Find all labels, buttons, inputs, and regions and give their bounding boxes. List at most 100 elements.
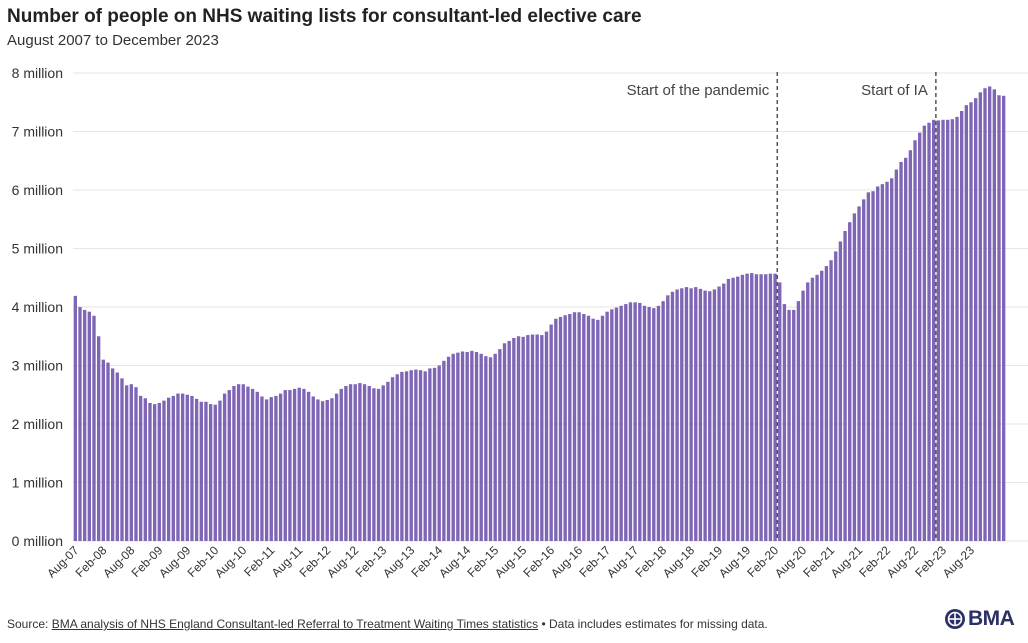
bar xyxy=(521,336,525,541)
bar xyxy=(983,88,987,542)
bar xyxy=(829,260,833,541)
bar xyxy=(274,395,278,541)
bar xyxy=(428,368,432,541)
bar xyxy=(992,89,997,541)
bar xyxy=(1001,95,1006,541)
bar xyxy=(754,274,759,541)
bar xyxy=(236,384,241,541)
bar xyxy=(381,385,385,541)
bar xyxy=(227,390,231,541)
bar xyxy=(488,357,493,541)
bar xyxy=(185,394,189,541)
bar xyxy=(87,311,92,541)
source-note: • Data includes estimates for missing da… xyxy=(538,617,768,631)
bar xyxy=(647,307,651,541)
source-link[interactable]: BMA analysis of NHS England Consultant-l… xyxy=(51,617,539,631)
bar xyxy=(208,404,213,541)
bar xyxy=(330,398,334,541)
bar xyxy=(908,150,913,541)
bar xyxy=(731,277,735,541)
bar xyxy=(666,295,670,541)
bar xyxy=(899,161,903,542)
y-tick-label: 6 million xyxy=(12,182,63,198)
bar xyxy=(101,359,105,541)
bar xyxy=(871,191,875,542)
bar xyxy=(586,315,591,541)
bar xyxy=(129,384,133,541)
bar xyxy=(474,352,479,541)
bar xyxy=(106,362,110,541)
bar xyxy=(110,368,115,541)
bar xyxy=(194,398,199,541)
bar xyxy=(815,274,819,541)
bar xyxy=(960,111,964,541)
bar xyxy=(605,311,609,541)
bar xyxy=(736,276,740,541)
bar xyxy=(927,122,931,541)
bar xyxy=(418,370,423,541)
bar xyxy=(414,369,418,541)
bar xyxy=(675,289,679,541)
y-tick-label: 4 million xyxy=(12,299,63,315)
annotation-label: Start of IA xyxy=(861,82,928,99)
bar xyxy=(572,312,577,541)
bar xyxy=(558,316,563,541)
bar xyxy=(866,192,871,541)
bar xyxy=(820,270,824,541)
bar xyxy=(554,318,558,541)
bar xyxy=(563,315,567,541)
bar xyxy=(96,336,101,541)
bar xyxy=(950,119,955,542)
bar xyxy=(325,400,329,541)
annotations: Start of the pandemic Start of IA xyxy=(627,72,937,541)
bar xyxy=(222,393,227,541)
annotation-label: Start of the pandemic xyxy=(627,82,770,99)
bar xyxy=(152,404,157,541)
bar xyxy=(759,274,763,541)
bar xyxy=(470,350,474,542)
bar xyxy=(372,388,376,541)
bar xyxy=(987,86,992,542)
bar xyxy=(465,352,469,541)
bar xyxy=(269,397,273,541)
bar xyxy=(782,304,787,541)
bar xyxy=(918,132,922,542)
bar xyxy=(138,395,143,541)
bar xyxy=(306,391,311,541)
bar-chart: 0 million 1 million 2 million 3 million 4 mi… xyxy=(12,65,1028,580)
bar xyxy=(997,95,1001,541)
bar xyxy=(362,384,367,541)
bar xyxy=(507,340,511,541)
bar xyxy=(334,393,339,541)
bar xyxy=(619,305,623,541)
bar xyxy=(740,274,745,541)
bar xyxy=(862,199,866,542)
bar xyxy=(703,290,707,541)
bar xyxy=(717,286,721,541)
bar xyxy=(395,374,399,541)
bar xyxy=(885,181,889,541)
bar xyxy=(801,290,805,541)
bma-logo-text: BMA xyxy=(968,607,1015,630)
bar xyxy=(432,367,437,541)
bar xyxy=(292,388,297,541)
bar xyxy=(852,213,857,541)
bar xyxy=(124,385,129,541)
bar xyxy=(913,140,917,541)
bar xyxy=(176,393,180,541)
bar xyxy=(260,396,264,541)
bar xyxy=(348,384,353,541)
bar xyxy=(297,387,301,541)
bar xyxy=(78,307,82,541)
bar xyxy=(670,291,675,541)
bar xyxy=(204,401,208,541)
bar xyxy=(148,402,152,541)
bar xyxy=(787,309,791,541)
bar xyxy=(642,305,647,541)
bar xyxy=(843,230,847,541)
bar xyxy=(698,288,703,541)
bar xyxy=(834,251,838,541)
bar xyxy=(283,390,287,541)
bar xyxy=(526,335,530,541)
bar xyxy=(115,372,119,541)
